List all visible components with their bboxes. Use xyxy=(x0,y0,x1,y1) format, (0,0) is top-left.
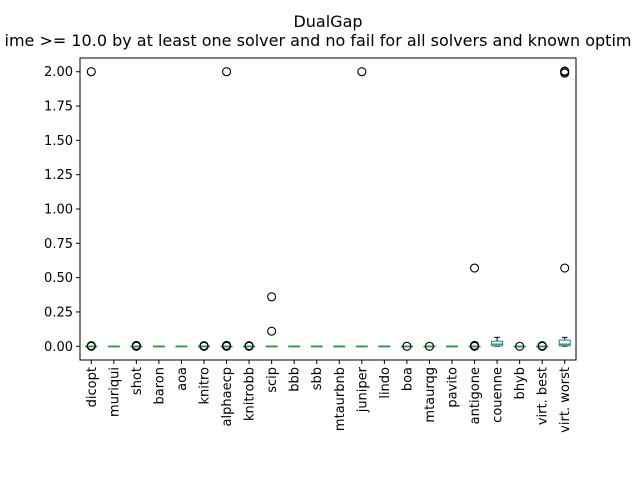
box-group xyxy=(288,345,301,348)
box-group xyxy=(446,345,458,348)
x-tick-label: aoa xyxy=(175,367,190,391)
x-tick-label: knitro xyxy=(198,367,213,405)
y-tick-label: 2.00 xyxy=(44,65,73,80)
outlier-point xyxy=(537,341,547,351)
box-group xyxy=(536,341,549,351)
outlier-point xyxy=(469,340,480,350)
outlier-point xyxy=(267,326,277,336)
outlier-point xyxy=(469,263,480,273)
box-group xyxy=(333,345,346,348)
outlier-point xyxy=(199,341,209,351)
x-tick-label: sbb xyxy=(310,367,325,390)
box-group xyxy=(310,345,323,348)
outlier-point xyxy=(86,341,96,351)
y-tick-label: 1.50 xyxy=(44,134,73,149)
x-tick-label: dicopt xyxy=(85,367,100,407)
y-tick-label: 0.50 xyxy=(44,271,73,286)
x-tick-label: virt. best xyxy=(536,367,551,425)
box-group xyxy=(220,67,233,351)
box-group xyxy=(243,341,256,351)
y-tick-label: 1.25 xyxy=(44,168,73,183)
box-group xyxy=(400,341,413,351)
box-group xyxy=(265,292,278,348)
chart-title: DualGap xyxy=(293,12,362,31)
box-group xyxy=(513,341,526,351)
x-tick-label: lindo xyxy=(378,367,393,399)
outlier-point xyxy=(515,341,525,351)
y-tick-label: 0.25 xyxy=(44,305,73,320)
x-tick-label: muriqui xyxy=(107,367,122,417)
box-group xyxy=(130,340,143,351)
y-axis: 0.00 0.25 0.50 0.75 1.00 1.25 1.50 1.75 2.00 xyxy=(44,65,80,355)
outlier-point xyxy=(560,66,570,76)
outlier-point xyxy=(560,263,570,273)
x-tick-label: boa xyxy=(400,367,415,391)
box-body xyxy=(558,339,571,347)
outlier-point xyxy=(86,67,96,77)
plot-frame xyxy=(79,57,577,361)
x-tick-label: pavito xyxy=(446,367,461,408)
plot-marks xyxy=(85,66,571,351)
outlier-point xyxy=(267,292,277,302)
outlier-point xyxy=(402,341,412,351)
x-tick-label: bbb xyxy=(288,367,303,392)
box-group xyxy=(85,67,98,351)
box-group xyxy=(378,345,391,348)
x-tick-label: alphaecp xyxy=(220,367,235,426)
box-group xyxy=(152,345,165,348)
y-tick-label: 0.00 xyxy=(44,340,73,355)
outlier-point xyxy=(221,340,232,350)
x-tick-label: scip xyxy=(265,367,280,393)
x-tick-label: juniper xyxy=(355,366,370,413)
box-group xyxy=(198,341,210,351)
box-group xyxy=(107,345,120,348)
x-tick-label: mtaurqg xyxy=(423,367,438,423)
box-group xyxy=(491,336,504,347)
x-tick-label: bhyb xyxy=(513,367,528,399)
outlier-point xyxy=(244,341,254,351)
y-tick-label: 1.75 xyxy=(44,100,73,115)
x-axis: dicopt muriqui shot baron aoa knitro alphaecp k… xyxy=(85,360,573,433)
outlier-point xyxy=(357,67,367,77)
x-tick-label: virt. worst xyxy=(558,367,573,433)
outlier-point xyxy=(221,67,232,77)
x-tick-label: couenne xyxy=(491,367,506,423)
y-tick-label: 1.00 xyxy=(44,203,73,218)
box-group xyxy=(468,263,481,351)
box-group xyxy=(355,67,368,348)
x-tick-label: knitrobb xyxy=(243,367,258,421)
box-group xyxy=(423,341,436,351)
x-tick-label: shot xyxy=(130,367,145,395)
y-tick-label: 0.75 xyxy=(44,237,73,252)
chart-subtitle: ime >= 10.0 by at least one solver and n… xyxy=(5,31,632,50)
x-tick-label: baron xyxy=(152,367,167,404)
x-tick-label: antigone xyxy=(468,367,483,424)
outlier-point xyxy=(424,341,435,351)
x-tick-label: mtaurbnb xyxy=(333,367,348,431)
box-group xyxy=(175,345,188,348)
outlier-point xyxy=(131,340,141,350)
box-group xyxy=(558,66,571,347)
